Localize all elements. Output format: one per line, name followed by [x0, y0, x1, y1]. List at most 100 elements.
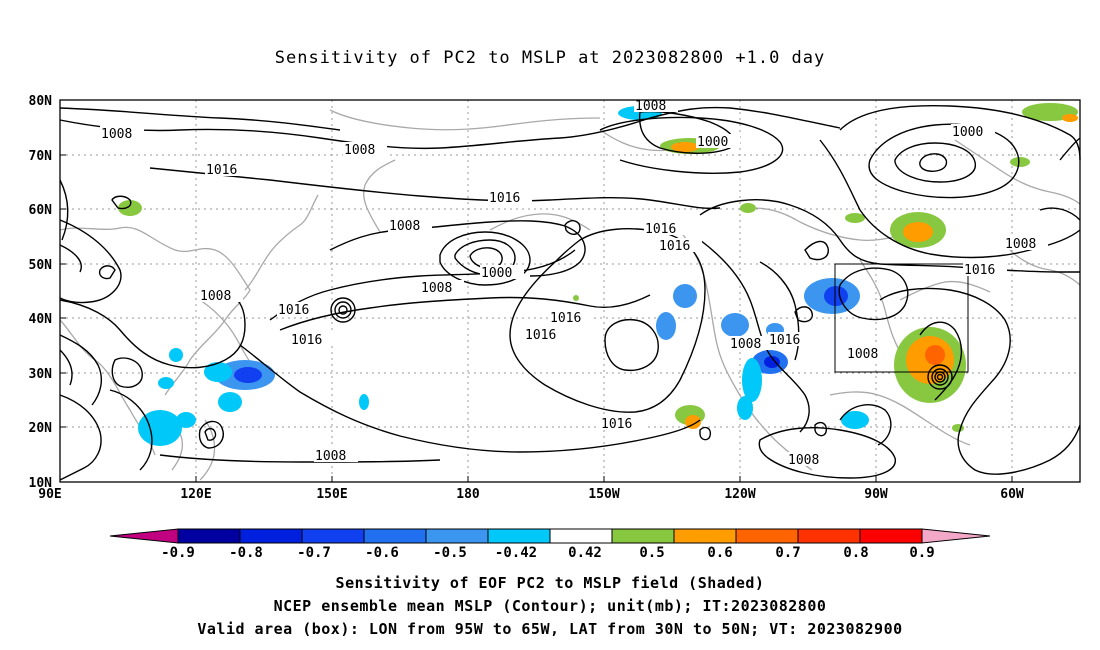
svg-text:1008: 1008	[101, 127, 132, 142]
colorbar-segment	[425, 528, 489, 544]
colorbar-segment	[301, 528, 365, 544]
contour-label: 1016	[549, 310, 593, 326]
shade-patch	[685, 415, 701, 429]
lat-label: 10N	[29, 476, 53, 491]
lon-label: 90W	[864, 487, 888, 502]
contour-label: 1008	[634, 98, 678, 114]
shade-patch	[673, 284, 697, 308]
colorbar-label: -0.42	[495, 545, 537, 561]
shade-patch	[573, 295, 579, 301]
svg-text:1016: 1016	[291, 333, 322, 348]
shade-patch	[737, 396, 753, 420]
shade-patch	[138, 410, 182, 446]
colorbar-labels: -0.9 -0.8 -0.7 -0.6 -0.5 -0.42 0.42 0.5 …	[161, 545, 935, 561]
svg-text:1016: 1016	[659, 239, 690, 254]
lat-label: 60N	[29, 203, 53, 218]
shade-patch	[824, 286, 848, 306]
contour-label: 1016	[205, 162, 249, 178]
colorbar-label: 0.42	[568, 545, 602, 561]
shade-patch	[742, 358, 762, 402]
contour-label: 1016	[488, 190, 532, 206]
svg-text:1008: 1008	[200, 289, 231, 304]
contour-label: 1016	[600, 416, 644, 432]
contour-label: 1016	[524, 327, 568, 343]
svg-text:1016: 1016	[601, 417, 632, 432]
caption-line-1: Sensitivity of EOF PC2 to MSLP field (Sh…	[335, 574, 765, 592]
contour-label: 1000	[696, 134, 740, 150]
svg-text:1016: 1016	[278, 303, 309, 318]
lon-labels: 90E 120E 150E 180 150W 120W 90W 60W	[38, 487, 1024, 502]
svg-text:1008: 1008	[635, 99, 666, 114]
colorbar-label: -0.8	[229, 545, 263, 561]
contour-label: 1008	[199, 288, 243, 304]
contour-label: 1008	[1004, 236, 1048, 252]
lon-label: 90E	[38, 487, 61, 502]
svg-text:1008: 1008	[847, 347, 878, 362]
shade-patch	[204, 362, 232, 382]
shade-patch	[158, 377, 174, 389]
svg-text:1008: 1008	[788, 453, 819, 468]
svg-text:1000: 1000	[697, 135, 728, 150]
lat-label: 70N	[29, 149, 53, 164]
contour-label: 1016	[768, 332, 812, 348]
svg-text:1016: 1016	[206, 163, 237, 178]
colorbar-segment	[363, 528, 427, 544]
shade-patch	[656, 312, 676, 340]
lat-label: 30N	[29, 367, 53, 382]
colorbar	[109, 528, 991, 544]
lon-label: 60W	[1000, 487, 1024, 502]
shade-patch	[1010, 157, 1030, 167]
colorbar-label: 0.7	[775, 545, 800, 561]
tick-marks	[60, 99, 1013, 482]
shade-patch	[764, 356, 780, 368]
colorbar-segment	[797, 528, 861, 544]
colorbar-segment	[673, 528, 737, 544]
svg-text:1008: 1008	[315, 449, 346, 464]
sensitivity-shading	[118, 103, 1078, 446]
shade-patch	[176, 412, 196, 428]
svg-text:1000: 1000	[952, 125, 983, 140]
colorbar-label: -0.6	[365, 545, 399, 561]
shade-patch	[218, 392, 242, 412]
colorbar-segment	[611, 528, 675, 544]
contour-label: 1016	[290, 332, 334, 348]
lat-label: 40N	[29, 312, 53, 327]
colorbar-segment	[549, 528, 613, 544]
colorbar-label: -0.7	[297, 545, 331, 561]
contour-label: 1016	[658, 238, 702, 254]
colorbar-label: -0.9	[161, 545, 195, 561]
contour-label: 1016	[644, 221, 688, 237]
colorbar-segment	[109, 528, 179, 544]
contour-label-group: 1008 1008 1016 1008 1016 1008 1000 1000	[100, 98, 1048, 468]
svg-text:1016: 1016	[645, 222, 676, 237]
shade-patch	[841, 411, 869, 429]
svg-text:1000: 1000	[481, 266, 512, 281]
svg-text:1016: 1016	[964, 263, 995, 278]
contour-label: 1000	[951, 124, 995, 140]
contour-label: 1008	[787, 452, 831, 468]
caption-line-3: Valid area (box): LON from 95W to 65W, L…	[197, 620, 903, 638]
colorbar-segment	[735, 528, 799, 544]
contour-label: 1016	[277, 302, 321, 318]
shade-patch	[925, 345, 945, 365]
colorbar-label: 0.6	[707, 545, 732, 561]
contour-label: 1008	[388, 218, 432, 234]
contour-label: 1008	[343, 142, 387, 158]
shade-patch	[845, 213, 865, 223]
shade-patch	[903, 222, 933, 242]
svg-text:1008: 1008	[1005, 237, 1036, 252]
colorbar-segment	[859, 528, 923, 544]
shade-patch	[952, 424, 964, 432]
svg-text:1008: 1008	[389, 219, 420, 234]
colorbar-segment	[921, 528, 991, 544]
contour-label: 1008	[100, 126, 144, 142]
lat-label: 50N	[29, 258, 53, 273]
shade-patch	[359, 394, 369, 410]
shade-patch	[671, 142, 699, 152]
svg-text:1016: 1016	[550, 311, 581, 326]
colorbar-segment	[239, 528, 303, 544]
shade-patch	[1062, 114, 1078, 122]
shade-patch	[721, 313, 749, 337]
colorbar-label: 0.8	[843, 545, 868, 561]
